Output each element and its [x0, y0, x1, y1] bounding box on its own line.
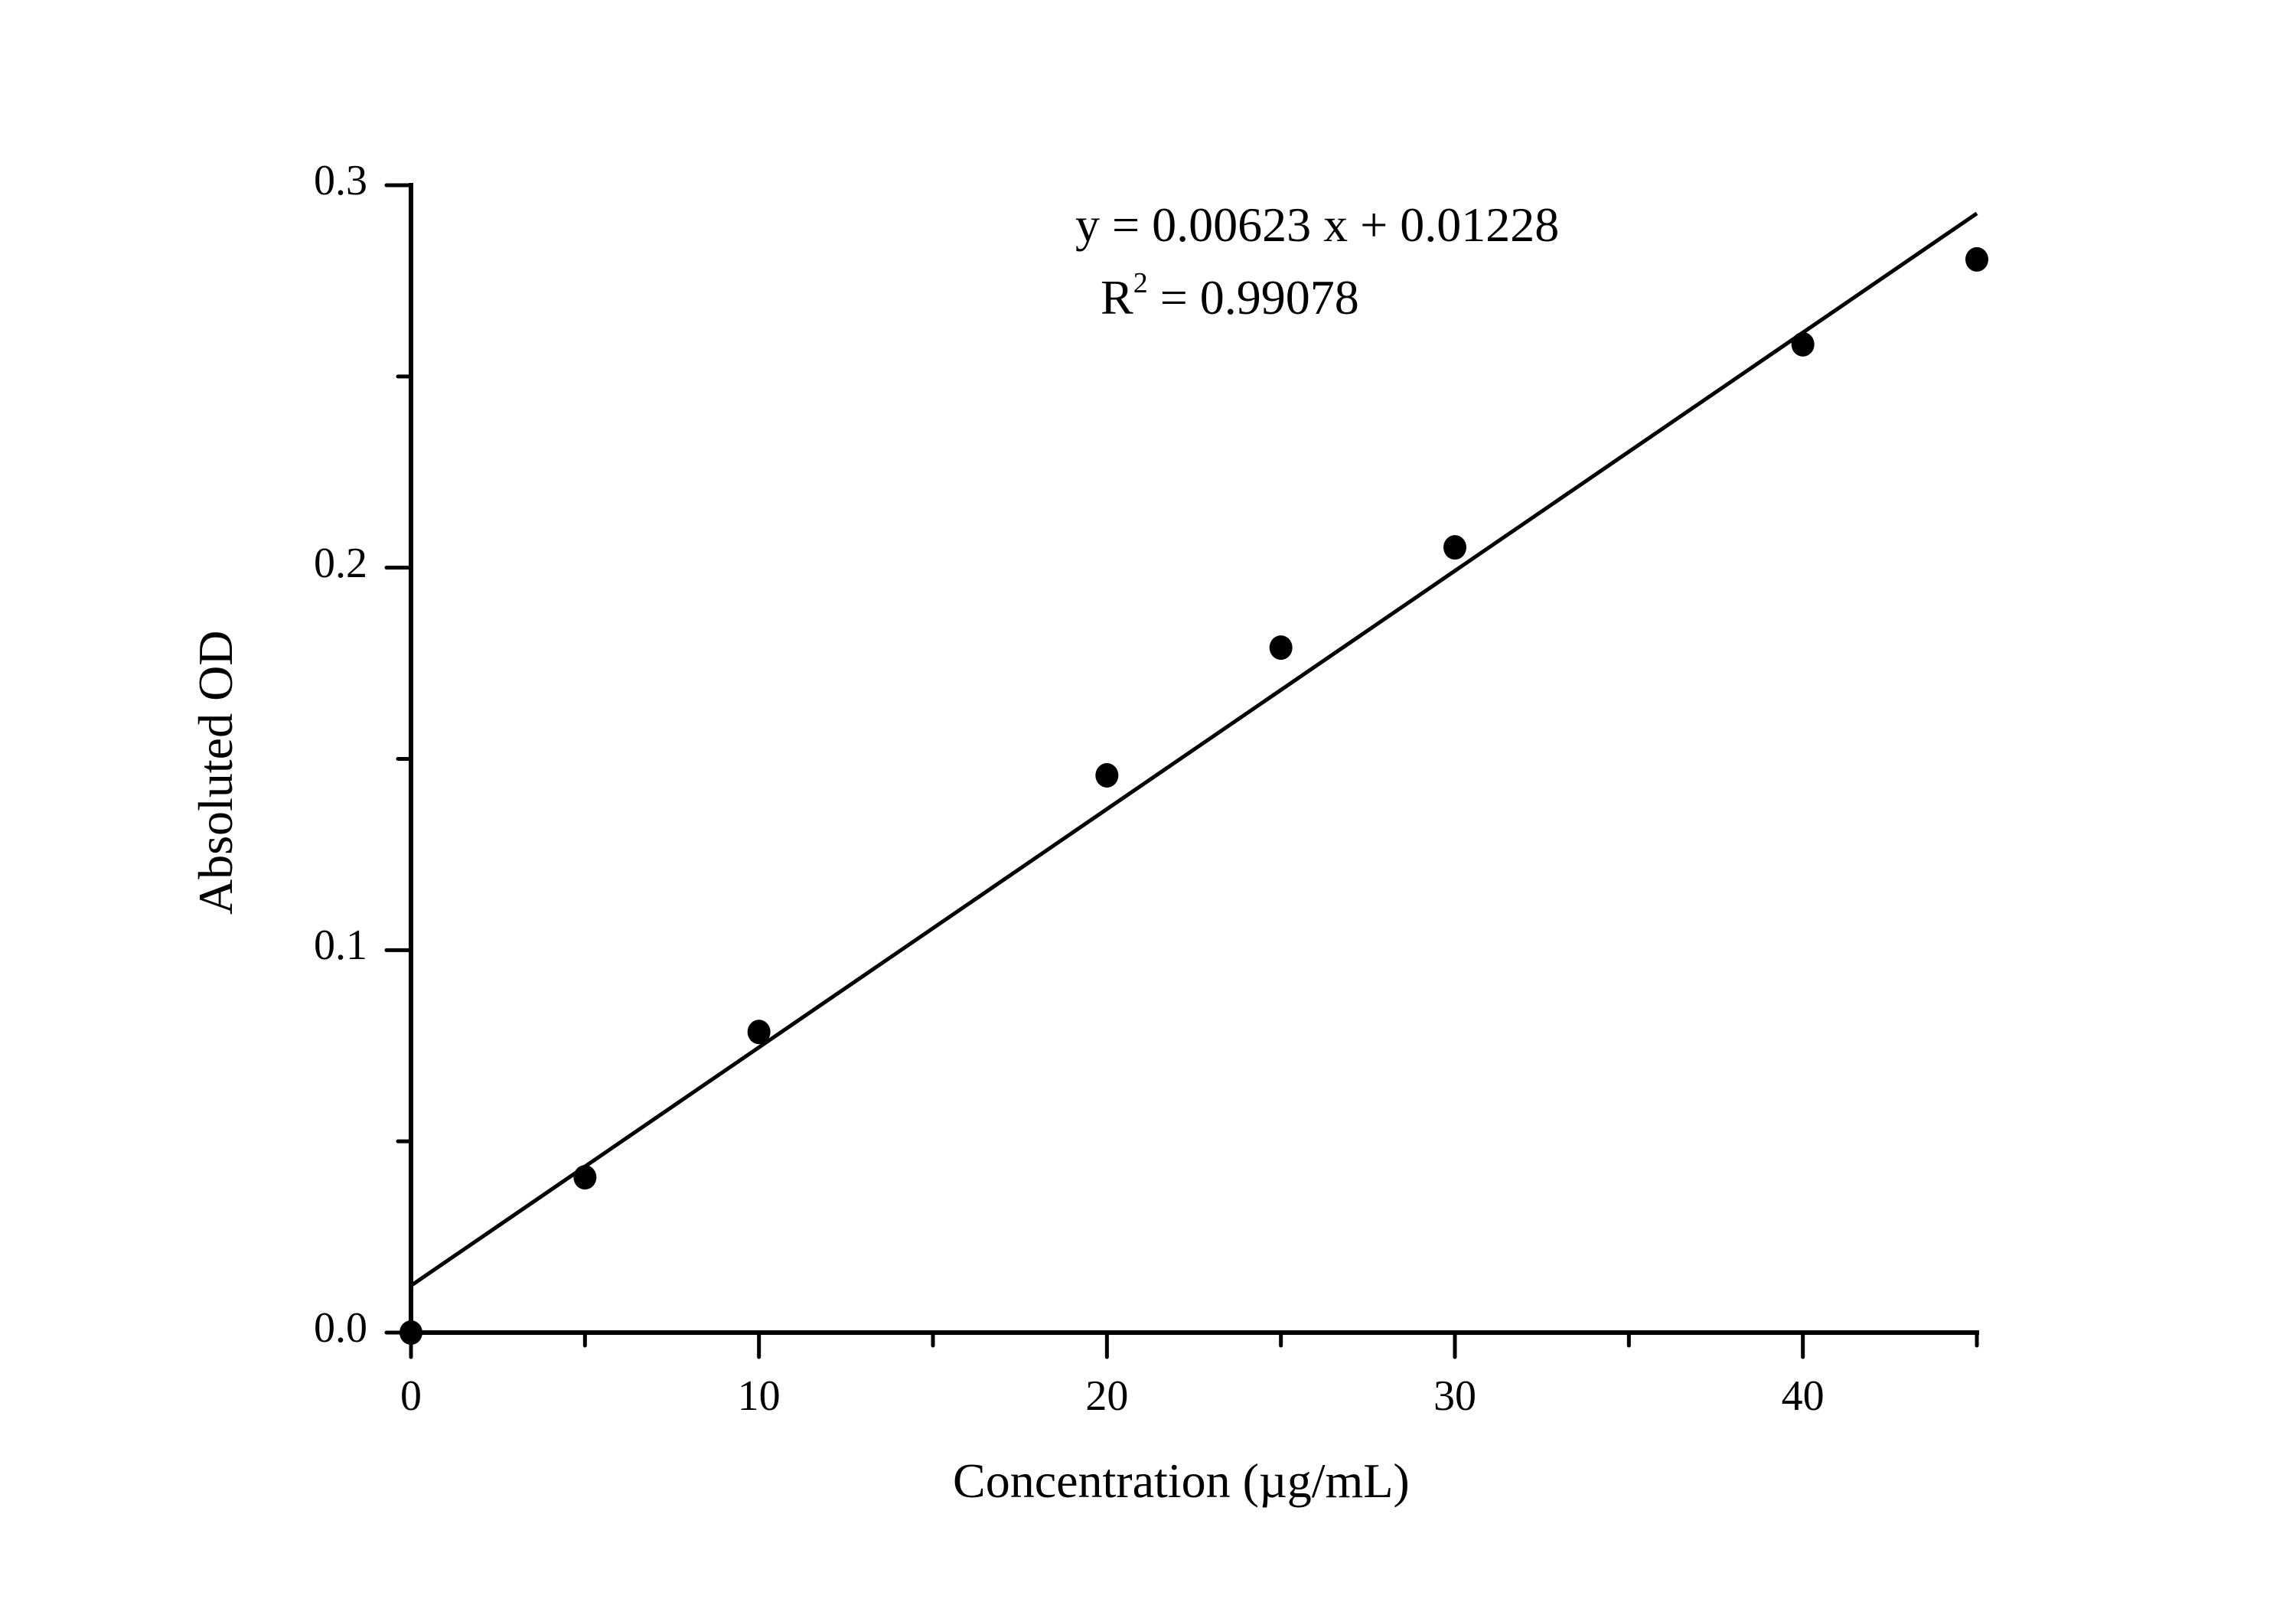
x-tick-label: 0	[400, 1372, 422, 1420]
data-points	[400, 246, 1988, 1345]
data-point	[1443, 535, 1466, 560]
y-tick-label: 0.1	[314, 922, 367, 970]
y-tick-label: 0.3	[314, 157, 367, 204]
data-point	[1269, 635, 1293, 661]
axes	[384, 183, 1979, 1359]
r2-prefix: R	[1101, 270, 1133, 325]
data-point	[1095, 762, 1119, 788]
data-point	[573, 1165, 597, 1190]
data-point	[400, 1320, 422, 1345]
x-axis-title: Concentration (µg/mL)	[953, 1454, 1410, 1508]
r2-superscript: 2	[1133, 267, 1148, 299]
data-point	[1791, 331, 1815, 357]
data-point	[1965, 246, 1988, 272]
y-tick-label: 0.0	[314, 1304, 367, 1352]
r2-value: = 0.99078	[1147, 270, 1359, 325]
regression-line	[409, 211, 1978, 1287]
x-tick-label: 40	[1781, 1372, 1825, 1420]
x-tick-label: 30	[1433, 1372, 1476, 1420]
fit-line	[409, 211, 1978, 1287]
x-tick-label: 20	[1085, 1372, 1129, 1420]
y-tick-label: 0.2	[314, 539, 367, 587]
y-axis-title: Absoluted OD	[188, 630, 243, 915]
regression-equation: y = 0.00623 x + 0.01228	[1075, 197, 1560, 252]
x-tick-label: 10	[737, 1372, 781, 1420]
r-squared-annotation: R2 = 0.99078	[1101, 269, 1359, 325]
data-point	[747, 1020, 771, 1045]
